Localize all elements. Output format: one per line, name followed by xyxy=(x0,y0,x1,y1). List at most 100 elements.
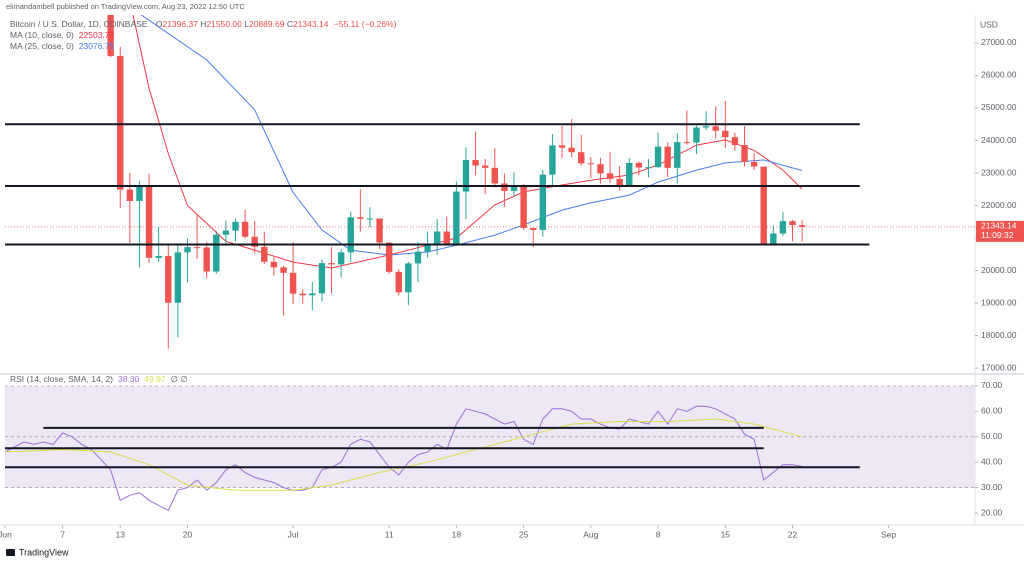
candle-body xyxy=(587,163,595,165)
candle-body xyxy=(654,146,662,168)
candle-body xyxy=(760,166,767,244)
ohlc-value: 21396.37 xyxy=(162,19,198,29)
candle-body xyxy=(107,15,114,56)
indicator-name: MA (10, close, 0) xyxy=(10,30,74,40)
candle-body xyxy=(328,263,335,265)
candle-body xyxy=(251,236,258,247)
candle-body xyxy=(606,173,614,179)
x-tick-label: Jun xyxy=(0,529,12,539)
y-tick-label: 23000.00 xyxy=(981,167,1017,177)
y-tick-label: 24000.00 xyxy=(981,135,1017,145)
candle-body xyxy=(424,243,431,252)
candle-body xyxy=(578,152,585,164)
candle-body xyxy=(472,160,479,166)
candle-body xyxy=(530,227,537,230)
candle-body xyxy=(635,162,643,168)
candle-body xyxy=(241,221,249,237)
y-tick-label: 40.00 xyxy=(981,456,1003,466)
candle-body xyxy=(184,247,191,253)
y-tick-label: 17000.00 xyxy=(981,362,1017,372)
currency: USD xyxy=(980,19,998,29)
last-price-text: 21343.14 xyxy=(981,221,1017,231)
candle-body xyxy=(443,231,450,245)
x-tick-label: 7 xyxy=(60,529,65,539)
candle-body xyxy=(318,263,326,294)
ohlc-value: 21550.00 xyxy=(206,19,242,29)
brand-logo xyxy=(6,549,15,556)
y-tick-label: 20.00 xyxy=(981,507,1003,517)
candle-body xyxy=(741,145,748,162)
price-pane xyxy=(5,15,975,349)
candle-body xyxy=(299,293,306,296)
x-tick-label: Jul xyxy=(288,529,299,539)
candle-body xyxy=(117,55,124,190)
candle-body xyxy=(366,218,374,220)
candle-body xyxy=(213,234,220,272)
candle-body xyxy=(722,130,729,138)
rsi-pane xyxy=(4,385,975,512)
ohlc-label: O xyxy=(156,19,163,29)
candle-body xyxy=(453,191,460,245)
indicator-value: 23076.75 xyxy=(79,41,115,51)
change: −55.11 (−0.26%) xyxy=(334,19,397,29)
candle-body xyxy=(376,218,383,243)
x-tick-label: 11 xyxy=(385,529,394,539)
x-tick-label: 22 xyxy=(788,529,798,539)
candle-body xyxy=(385,242,393,272)
ohlc-value: 21343.14 xyxy=(293,19,329,29)
candle-body xyxy=(520,186,527,228)
candle-body xyxy=(510,186,518,191)
indicator-name: MA (25, close, 0) xyxy=(10,41,74,51)
axes: 17000.0018000.0019000.0020000.0021000.00… xyxy=(0,37,1024,539)
candle-body xyxy=(616,178,623,186)
indicator-line xyxy=(132,15,803,269)
candle-body xyxy=(702,126,710,128)
candle-body xyxy=(539,174,547,230)
candle-body xyxy=(261,246,268,262)
candle-body xyxy=(193,247,201,249)
candle-body xyxy=(270,261,278,268)
candle-body xyxy=(126,189,134,201)
symbol-legend: Bitcoin / U.S. Dollar, 1D, COINBASE O213… xyxy=(10,19,397,29)
x-tick-label: Aug xyxy=(583,529,598,539)
y-tick-label: 50.00 xyxy=(981,431,1003,441)
x-tick-label: 15 xyxy=(721,529,731,539)
ohlc-label: L xyxy=(244,19,249,29)
ohlc-value: 20889.69 xyxy=(249,19,285,29)
candle-body xyxy=(462,160,470,192)
y-tick-label: 20000.00 xyxy=(981,265,1017,275)
candle-body xyxy=(433,231,441,244)
indicator-value: 22503.73 xyxy=(79,30,115,40)
candle-body xyxy=(289,272,297,294)
y-tick-label: 25000.00 xyxy=(981,102,1017,112)
rsi-legend: RSI (14, close, SMA, 14, 2) 38.30 49.97 ∅ ∅ xyxy=(10,374,188,384)
rsi-value: 49.97 xyxy=(144,374,166,384)
indicator-line xyxy=(140,15,803,256)
candle-body xyxy=(693,127,700,143)
candle-body xyxy=(626,162,633,186)
candle-body xyxy=(203,247,210,272)
candle-body xyxy=(481,165,489,168)
rsi-extra: ∅ ∅ xyxy=(171,374,189,384)
candle-body xyxy=(750,161,758,167)
x-tick-label: 25 xyxy=(519,529,529,539)
candle-body xyxy=(568,147,575,153)
candle-body xyxy=(347,217,354,253)
candle-body xyxy=(395,271,402,293)
countdown-text: 11:09:32 xyxy=(981,230,1014,240)
indicator-legend: MA (10, close, 0) 22503.73 xyxy=(10,30,115,40)
candle-body xyxy=(165,255,172,303)
candle-body xyxy=(597,164,604,174)
rsi-value: 38.30 xyxy=(118,374,140,384)
candle-body xyxy=(712,126,719,131)
ohlc-label: H xyxy=(200,19,206,29)
candle-body xyxy=(789,221,796,226)
y-tick-label: 19000.00 xyxy=(981,297,1017,307)
candle-body xyxy=(145,186,153,258)
candle-body xyxy=(232,221,239,231)
candle-body xyxy=(155,255,162,258)
ohlc-label: C xyxy=(287,19,293,29)
y-tick-label: 27000.00 xyxy=(981,37,1017,47)
candle-body xyxy=(501,183,508,191)
